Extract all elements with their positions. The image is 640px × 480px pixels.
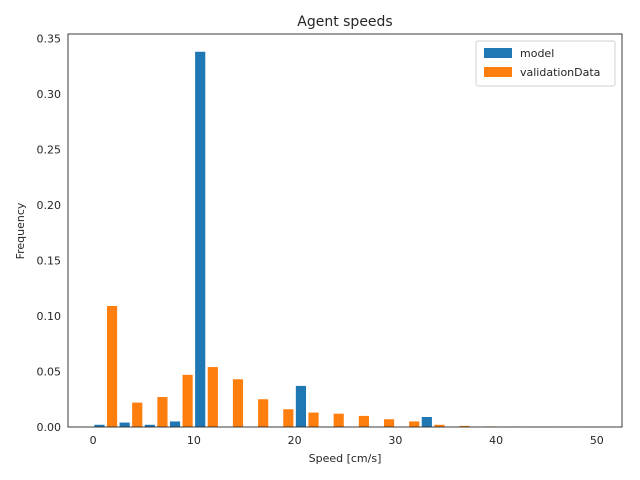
bar-model-4 (195, 51, 206, 427)
x-tick-label: 30 (388, 434, 402, 447)
legend-swatch-validationdata (484, 67, 512, 77)
y-tick-label: 0.05 (37, 365, 62, 378)
bars (94, 51, 596, 428)
bar-validationdata-14 (459, 425, 470, 427)
bar-validationdata-2 (157, 397, 168, 427)
bar-validationdata-12 (409, 421, 420, 427)
legend-swatch-model (484, 48, 512, 58)
x-tick-label: 40 (489, 434, 503, 447)
y-tick-label: 0.35 (37, 32, 62, 45)
bar-validationdata-13 (434, 424, 445, 427)
bar-model-8 (295, 385, 307, 427)
x-tick-label: 20 (288, 434, 302, 447)
bar-model-0 (94, 424, 105, 427)
x-tick-label: 50 (590, 434, 604, 447)
bar-model-3 (169, 421, 181, 427)
bar-validationdata-6 (258, 399, 269, 427)
bar-model-1 (119, 422, 130, 427)
legend-label-validationdata: validationData (520, 66, 600, 79)
y-tick-label: 0.25 (37, 143, 62, 156)
y-axis-label: Frequency (14, 202, 27, 259)
bar-validationdata-1 (132, 402, 143, 427)
plot-frame (67, 33, 623, 428)
x-axis-label: Speed [cm/s] (309, 452, 382, 465)
y-tick-label: 0.10 (37, 310, 62, 323)
bar-validationdata-7 (283, 409, 294, 427)
x-tick-label: 10 (187, 434, 201, 447)
x-tick-label: 0 (90, 434, 97, 447)
bar-validationdata-4 (207, 367, 218, 427)
bar-validationdata-9 (333, 413, 344, 427)
y-tick-label: 0.00 (37, 421, 62, 434)
bar-model-2 (144, 424, 155, 427)
y-tick-label: 0.20 (37, 199, 62, 212)
bar-validationdata-11 (383, 419, 395, 427)
legend: model validationData (475, 40, 616, 87)
y-axis-ticks: 0.00 0.05 0.10 0.15 0.20 0.25 0.30 0.35 (37, 32, 62, 434)
legend-label-model: model (520, 47, 554, 60)
y-tick-label: 0.30 (37, 88, 62, 101)
x-axis-ticks: 0 10 20 30 40 50 (90, 434, 604, 447)
bar-validationdata-8 (308, 412, 319, 427)
bar-model-13 (421, 417, 432, 427)
bar-validationdata-3 (182, 374, 193, 427)
y-tick-label: 0.15 (37, 254, 62, 267)
bar-validationdata-10 (358, 415, 369, 427)
bar-validationdata-0 (106, 305, 118, 427)
bar-validationdata-5 (232, 379, 244, 427)
chart-title: Agent speeds (297, 14, 392, 30)
